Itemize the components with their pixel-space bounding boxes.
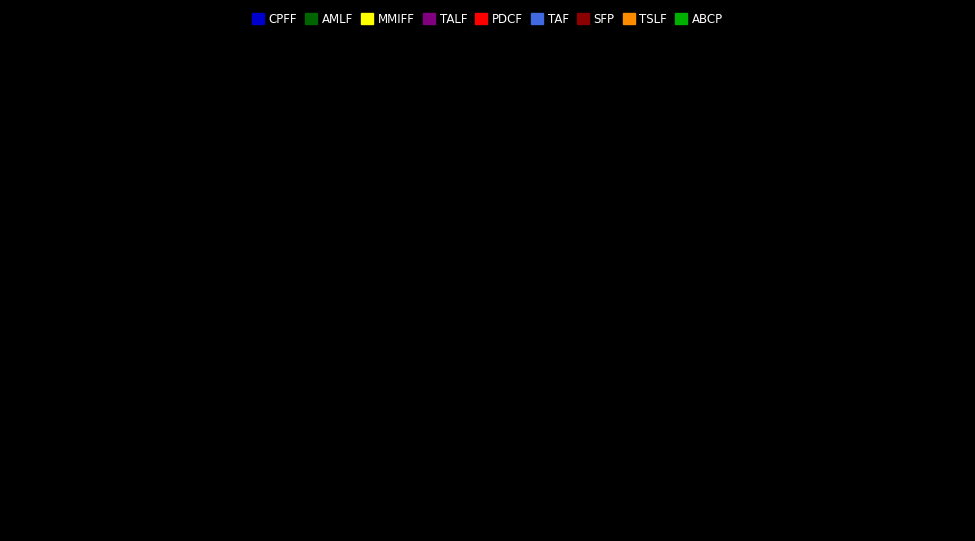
- Legend: CPFF, AMLF, MMIFF, TALF, PDCF, TAF, SFP, TSLF, ABCP: CPFF, AMLF, MMIFF, TALF, PDCF, TAF, SFP,…: [248, 8, 727, 30]
